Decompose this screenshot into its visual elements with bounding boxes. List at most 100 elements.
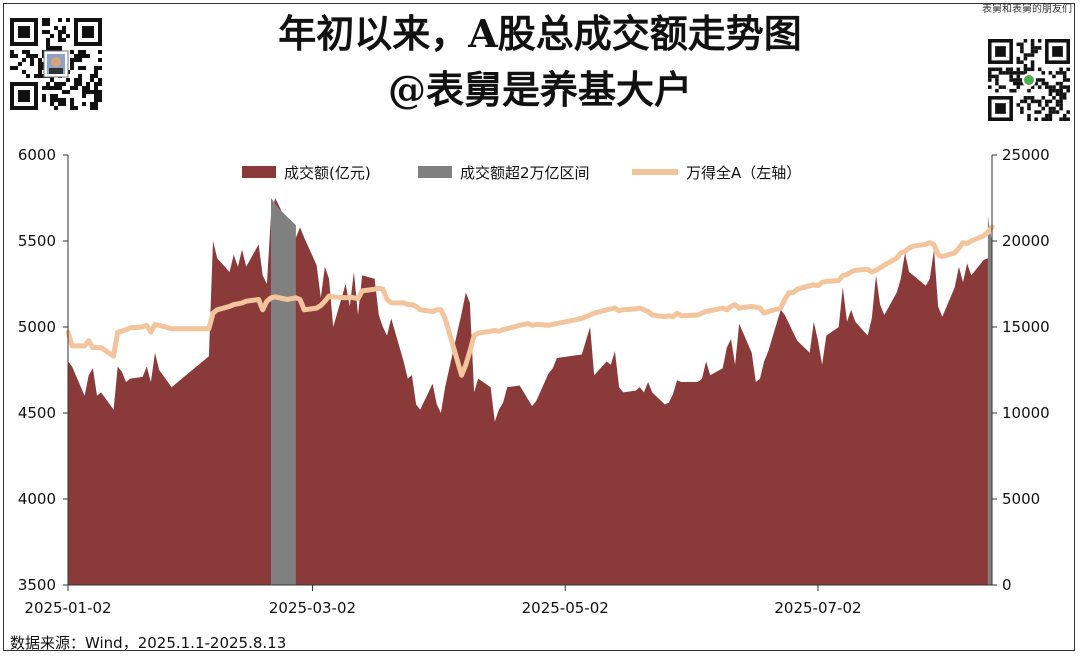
chart-title: 年初以来，A股总成交额走势图 (278, 11, 802, 56)
y-left-tick-label: 3500 (18, 576, 56, 594)
qr-module (30, 62, 34, 66)
qr-module (74, 58, 78, 62)
qr-module (54, 98, 58, 102)
qr-module (78, 50, 82, 54)
qr-finder-core (82, 26, 94, 38)
qr-module (991, 67, 996, 72)
qr-module (58, 38, 62, 42)
qr-module (1037, 110, 1042, 114)
qr-module (1016, 85, 1021, 89)
qr-module (1059, 92, 1063, 97)
qr-module (1009, 67, 1013, 72)
qr-module (82, 94, 86, 98)
qr-module (1045, 117, 1049, 121)
qr-module (70, 106, 74, 110)
qr-module (1062, 74, 1067, 79)
qr-module (1023, 63, 1028, 68)
qr-module (1066, 78, 1070, 82)
qr-finder-core (995, 46, 1006, 57)
qr-module (1055, 92, 1060, 97)
qr-module (58, 86, 62, 90)
qr-module (62, 38, 66, 42)
qr-module (1023, 56, 1028, 61)
qr-module (1020, 49, 1024, 54)
qr-module (82, 66, 86, 70)
qr-module (94, 74, 98, 78)
qr-module (1037, 99, 1042, 104)
qr-module (1055, 103, 1060, 107)
qr-module (54, 106, 58, 110)
qr-module (1023, 96, 1028, 100)
qr-module (1037, 39, 1042, 43)
qr-module (1041, 71, 1046, 75)
qr-module (1009, 71, 1013, 75)
qr-modules (988, 39, 1070, 121)
y-right-tick-label: 25000 (1002, 146, 1050, 164)
x-tick-label: 2025-07-02 (774, 599, 861, 617)
qr-module (46, 42, 50, 46)
qr-module (94, 82, 98, 86)
qr-module (1020, 60, 1024, 64)
qr-module (1052, 85, 1056, 89)
qr-module (42, 86, 46, 90)
qr-module (1041, 78, 1046, 82)
qr-module (90, 74, 94, 78)
qr-module (1020, 71, 1024, 75)
qr-module (1066, 117, 1070, 121)
legend-label-1: 成交额(亿元) (284, 164, 371, 182)
qr-module (46, 82, 50, 86)
x-tick-label: 2025-01-02 (24, 599, 111, 617)
qr-module (1059, 81, 1063, 86)
qr-module (988, 74, 992, 79)
legend-label-3: 万得全A（左轴） (686, 164, 801, 182)
qr-module (1027, 53, 1031, 57)
qr-module (1048, 106, 1053, 111)
qr-module (1034, 81, 1038, 86)
qr-module (46, 18, 50, 22)
qr-module (1045, 99, 1049, 104)
qr-module (34, 54, 38, 58)
qr-module (78, 78, 82, 82)
qr-module (1027, 67, 1031, 72)
qr-module (58, 82, 62, 86)
qr-module (98, 58, 102, 62)
qr-module (1030, 60, 1035, 64)
qr-module (26, 74, 30, 78)
volume-area (68, 198, 992, 585)
qr-module (1059, 71, 1063, 75)
qr-module (22, 58, 26, 62)
qr-module (995, 81, 999, 86)
qr-module (1020, 106, 1024, 111)
qr-module (1030, 53, 1035, 57)
qr-center-logo (1022, 73, 1036, 87)
qr-module (50, 46, 54, 50)
qr-module (42, 18, 46, 22)
qr-module (86, 54, 90, 58)
qr-module (1027, 106, 1031, 111)
qr-module (1062, 96, 1067, 100)
qr-module (1066, 88, 1070, 93)
qr-module (1016, 67, 1021, 72)
qr-module (86, 82, 90, 86)
qr-module (82, 90, 86, 94)
qr-module (98, 50, 102, 54)
qr-module (1030, 63, 1035, 68)
qr-module (1037, 67, 1042, 72)
qr-module (94, 98, 98, 102)
qr-module (995, 74, 999, 79)
qr-module (1027, 113, 1031, 118)
qr-module (62, 82, 66, 86)
qr-module (1059, 106, 1063, 111)
qr-module (1023, 53, 1028, 57)
qr-module (1037, 78, 1042, 82)
qr-module (1012, 88, 1017, 93)
qr-module (30, 54, 34, 58)
qr-module (1048, 71, 1053, 75)
qr-module (1030, 96, 1035, 100)
qr-module (62, 98, 66, 102)
qr-module (10, 66, 14, 70)
qr-module (1048, 99, 1053, 104)
qr-module (1059, 88, 1063, 93)
qr-module (1052, 110, 1056, 114)
qr-module (98, 82, 102, 86)
